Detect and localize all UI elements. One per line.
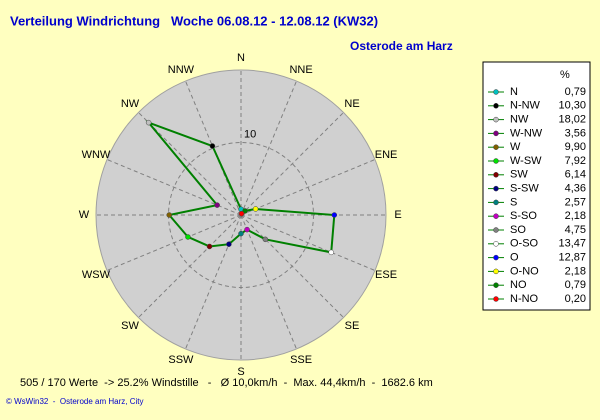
axis-label: WNW bbox=[82, 149, 111, 161]
legend-marker bbox=[493, 158, 499, 164]
radar-point bbox=[226, 241, 232, 247]
legend-value: 12,87 bbox=[558, 252, 586, 264]
legend-label: S bbox=[510, 196, 517, 208]
legend-marker bbox=[493, 144, 499, 150]
axis-label: NNE bbox=[289, 64, 312, 76]
legend-value: 4,36 bbox=[565, 183, 586, 195]
legend-value: 6,14 bbox=[565, 169, 586, 181]
axis-label: E bbox=[394, 209, 401, 221]
axis-label: W bbox=[79, 209, 90, 221]
legend-value: 13,47 bbox=[558, 238, 586, 250]
legend-marker bbox=[493, 282, 499, 288]
legend-value: 4,75 bbox=[565, 224, 586, 236]
legend-label: N bbox=[510, 86, 518, 98]
r-tick-label: 10 bbox=[244, 128, 256, 140]
legend-marker bbox=[493, 213, 499, 219]
footer: 505 / 170 Werte -> 25.2% Windstille - Ø … bbox=[20, 377, 433, 389]
axis-label: ENE bbox=[375, 149, 398, 161]
legend-value: 2,57 bbox=[565, 196, 586, 208]
legend-marker bbox=[493, 185, 499, 192]
axis-label: SW bbox=[121, 320, 139, 332]
legend-label: SO bbox=[510, 224, 526, 236]
legend-label: NW bbox=[510, 114, 529, 126]
legend-label: S-SO bbox=[510, 210, 537, 222]
legend-marker bbox=[493, 227, 499, 233]
radar-point bbox=[238, 210, 245, 217]
radar-point bbox=[145, 119, 152, 126]
legend-label: NO bbox=[510, 279, 527, 291]
legend-label: N-NO bbox=[510, 293, 539, 305]
legend-label: SW bbox=[510, 169, 528, 181]
legend-marker bbox=[493, 172, 499, 178]
axis-label: SE bbox=[345, 320, 360, 332]
legend-label: W bbox=[510, 141, 521, 153]
legend-marker bbox=[493, 254, 499, 261]
axis-label: NW bbox=[121, 98, 140, 110]
legend-value: 10,30 bbox=[558, 100, 586, 112]
legend-value: 9,90 bbox=[565, 141, 586, 153]
axis-label: ESE bbox=[375, 269, 397, 281]
axis-label: NE bbox=[344, 98, 359, 110]
radar-point bbox=[331, 212, 338, 218]
spoke bbox=[240, 159, 376, 216]
legend-label: O-NO bbox=[510, 265, 539, 277]
radar-point bbox=[252, 206, 259, 212]
radar-point bbox=[214, 202, 220, 208]
legend-label: O-SO bbox=[510, 238, 539, 250]
radar-point bbox=[328, 249, 334, 256]
axis-label: WSW bbox=[82, 269, 111, 281]
legend-label: O bbox=[510, 252, 519, 264]
legend-value: 0,20 bbox=[565, 293, 586, 305]
legend-value: 0,79 bbox=[565, 86, 586, 98]
legend-marker bbox=[493, 296, 499, 302]
legend-marker bbox=[493, 116, 499, 123]
legend-marker bbox=[493, 241, 499, 247]
legend-label: W-NW bbox=[510, 127, 543, 139]
legend-value: 3,56 bbox=[565, 127, 586, 139]
legend-label: S-SW bbox=[510, 183, 539, 195]
axis-label: SSE bbox=[290, 354, 312, 366]
legend-box bbox=[482, 61, 591, 311]
spoke bbox=[240, 80, 297, 216]
radar-point bbox=[166, 212, 172, 218]
legend-value: 2,18 bbox=[565, 210, 586, 222]
axis-label: SSW bbox=[168, 354, 194, 366]
radar-point bbox=[262, 236, 269, 243]
legend-header: % bbox=[560, 69, 570, 81]
chart-title: Verteilung Windrichtung Woche 06.08.12 -… bbox=[10, 13, 378, 28]
radar-point bbox=[238, 230, 244, 237]
axis-label: NNW bbox=[168, 64, 195, 76]
axis-label: S bbox=[237, 366, 244, 378]
legend-marker bbox=[493, 268, 499, 275]
credit: © WsWin32 - Osterode am Harz, City bbox=[6, 397, 143, 406]
legend-marker bbox=[493, 89, 499, 95]
chart-subtitle: Osterode am Harz bbox=[350, 39, 453, 53]
legend-label: N-NW bbox=[510, 100, 541, 112]
legend-marker bbox=[493, 103, 499, 109]
radar-point bbox=[244, 226, 250, 233]
legend-value: 0,79 bbox=[565, 279, 586, 291]
legend-marker bbox=[493, 199, 499, 206]
legend-value: 7,92 bbox=[565, 155, 586, 167]
legend-label: W-SW bbox=[510, 155, 542, 167]
radar-point bbox=[206, 243, 213, 250]
axis-label: N bbox=[237, 52, 245, 64]
legend-value: 2,18 bbox=[565, 265, 586, 277]
radar-point bbox=[185, 234, 191, 240]
radar-point bbox=[209, 143, 216, 149]
spoke bbox=[240, 112, 344, 216]
legend-marker bbox=[493, 130, 499, 137]
legend-value: 18,02 bbox=[558, 114, 586, 126]
